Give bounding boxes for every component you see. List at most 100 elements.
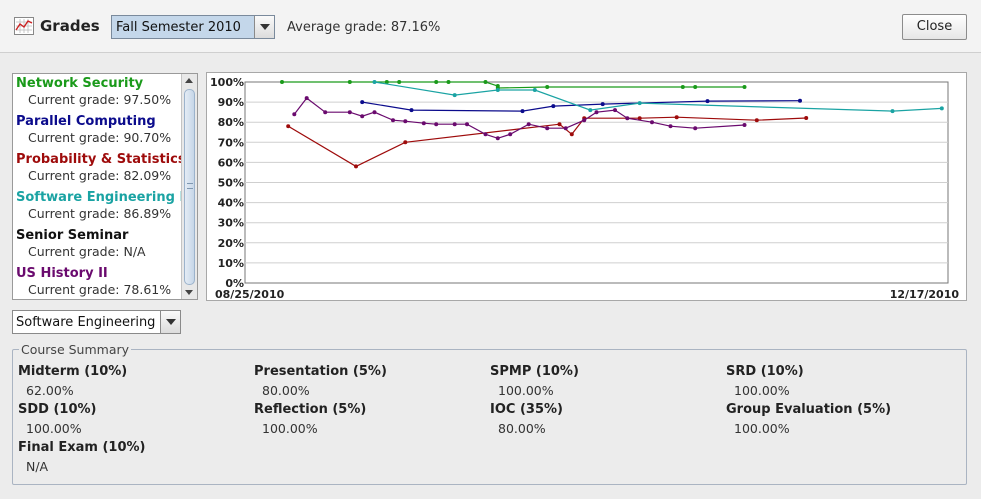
data-point xyxy=(637,116,642,121)
summary-cell: Group Evaluation (5%) 100.00% xyxy=(726,400,956,438)
grade-chart-svg: 0% 10% 20% 30% 40% 50% 60% 70% 80% 90% 100% 08/25/2… xyxy=(210,76,960,300)
list-item[interactable]: Senior Seminar Current grade: N/A xyxy=(16,228,186,260)
grade-chart-icon xyxy=(14,17,34,35)
grip-icon xyxy=(187,183,193,189)
course-list-scrollbar[interactable] xyxy=(181,74,197,299)
data-point xyxy=(569,132,574,137)
summary-cell: IOC (35%) 80.00% xyxy=(490,400,720,438)
summary-value: 100.00% xyxy=(734,421,790,436)
data-point xyxy=(668,124,673,129)
x-start-label: 08/25/2010 xyxy=(215,288,285,300)
course-name: Probability & Statistics I xyxy=(16,152,195,167)
data-point xyxy=(798,98,802,103)
summary-value: 62.00% xyxy=(26,383,74,398)
chevron-down-icon[interactable] xyxy=(160,311,180,333)
summary-value: 80.00% xyxy=(498,421,546,436)
data-point xyxy=(347,110,352,115)
data-point xyxy=(545,85,550,89)
data-point xyxy=(680,85,685,89)
data-point xyxy=(742,85,747,89)
course-summary-title: Course Summary xyxy=(19,342,132,357)
average-grade-text: Average grade: 87.16% xyxy=(287,20,441,35)
data-point xyxy=(403,140,408,145)
data-point xyxy=(495,88,500,92)
data-point xyxy=(483,132,488,137)
y-tick-label: 70% xyxy=(218,136,244,149)
series-line xyxy=(374,81,942,112)
close-button[interactable]: Close xyxy=(902,14,967,40)
summary-label: Midterm (10%) xyxy=(18,364,128,379)
grade-chart: 0% 10% 20% 30% 40% 50% 60% 70% 80% 90% 100% 08/25/2… xyxy=(206,72,967,301)
data-point xyxy=(452,93,457,98)
data-point xyxy=(452,122,457,127)
y-tick-label: 90% xyxy=(218,96,244,109)
y-tick-label: 40% xyxy=(218,197,244,210)
data-point xyxy=(483,80,488,84)
data-point xyxy=(421,121,426,126)
semester-dropdown[interactable]: Fall Semester 2010 xyxy=(111,15,275,39)
semester-selected-value: Fall Semester 2010 xyxy=(116,20,241,35)
window-title: Grades xyxy=(40,17,100,35)
course-grade: Current grade: 97.50% xyxy=(28,92,172,107)
data-point xyxy=(446,80,451,84)
data-point xyxy=(360,114,365,119)
course-name: Network Security xyxy=(16,76,144,91)
data-point xyxy=(323,110,328,115)
data-point xyxy=(520,109,525,114)
data-point xyxy=(551,104,556,109)
summary-value: 100.00% xyxy=(498,383,554,398)
data-point xyxy=(292,112,297,117)
title-bar: Grades Fall Semester 2010 Average grade:… xyxy=(0,0,981,53)
summary-cell: Midterm (10%) 62.00% xyxy=(18,362,248,400)
list-item[interactable]: Network Security Current grade: 97.50% xyxy=(16,76,186,108)
course-grade: Current grade: 78.61% xyxy=(28,282,172,297)
course-grade: Current grade: 82.09% xyxy=(28,168,172,183)
course-name: Software Engineering I xyxy=(16,190,185,205)
data-point xyxy=(600,102,605,107)
summary-value: 100.00% xyxy=(26,421,82,436)
course-grade: Current grade: 90.70% xyxy=(28,130,172,145)
chevron-down-icon[interactable] xyxy=(254,16,274,38)
summary-cell: SRD (10%) 100.00% xyxy=(726,362,956,400)
course-grade: Current grade: 86.89% xyxy=(28,206,172,221)
data-point xyxy=(286,124,291,129)
y-tick-label: 60% xyxy=(218,156,244,169)
data-point xyxy=(532,88,537,92)
data-point xyxy=(354,164,358,169)
data-point xyxy=(347,80,352,84)
course-list[interactable]: Network Security Current grade: 97.50% P… xyxy=(12,73,198,300)
data-point xyxy=(563,126,568,131)
summary-label: SPMP (10%) xyxy=(490,364,579,379)
data-point xyxy=(674,115,679,120)
data-point xyxy=(705,99,710,104)
summary-cell: Presentation (5%) 80.00% xyxy=(254,362,484,400)
course-summary-panel: Course Summary Midterm (10%) 62.00% Pres… xyxy=(12,342,967,485)
data-point xyxy=(508,132,513,137)
summary-label: SRD (10%) xyxy=(726,364,804,379)
course-dropdown[interactable]: Software Engineering I xyxy=(12,310,181,334)
data-point xyxy=(372,110,377,115)
summary-label: Presentation (5%) xyxy=(254,364,387,379)
scroll-down-icon[interactable] xyxy=(185,290,193,295)
list-item[interactable]: Probability & Statistics I Current grade… xyxy=(16,152,195,184)
data-point xyxy=(391,118,395,123)
data-point xyxy=(360,100,365,105)
data-point xyxy=(625,116,630,121)
x-end-label: 12/17/2010 xyxy=(890,288,960,300)
data-point xyxy=(409,108,414,113)
data-point xyxy=(637,101,642,106)
summary-cell: Reflection (5%) 100.00% xyxy=(254,400,484,438)
data-point xyxy=(465,122,469,127)
list-item[interactable]: Software Engineering I Current grade: 86… xyxy=(16,190,186,222)
course-name: US History II xyxy=(16,266,108,281)
scroll-up-icon[interactable] xyxy=(185,78,193,83)
list-item[interactable]: US History II Current grade: 78.61% xyxy=(16,266,186,298)
data-point xyxy=(397,80,402,84)
data-point xyxy=(557,122,562,127)
data-point xyxy=(588,108,593,113)
summary-label: SDD (10%) xyxy=(18,402,97,417)
summary-label: Reflection (5%) xyxy=(254,402,367,417)
list-item[interactable]: Parallel Computing Current grade: 90.70% xyxy=(16,114,186,146)
summary-value: N/A xyxy=(26,459,49,474)
scrollbar-thumb[interactable] xyxy=(184,89,195,285)
